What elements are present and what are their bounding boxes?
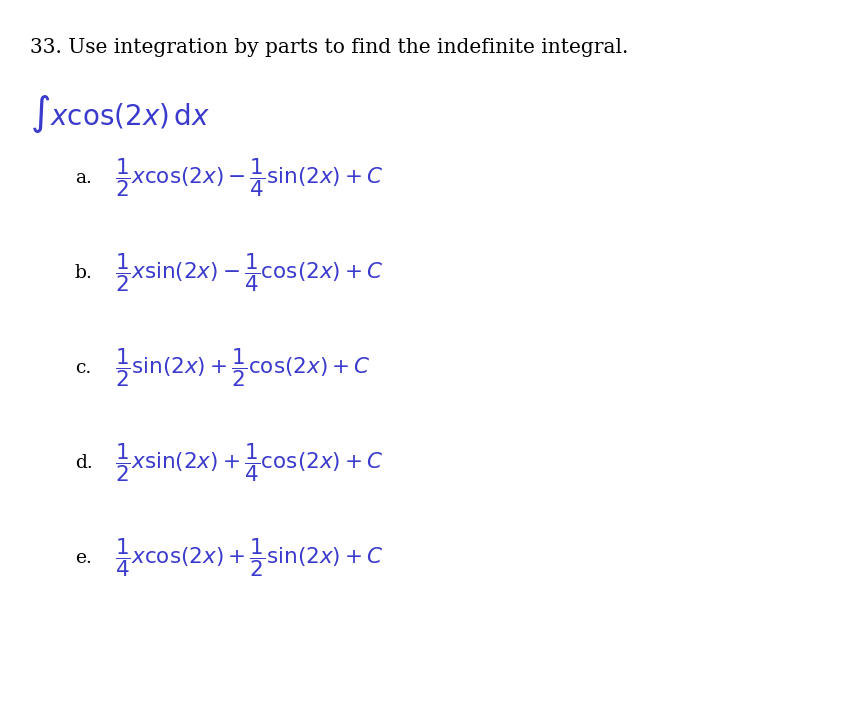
Text: $\dfrac{1}{2}x\sin(2x)+\dfrac{1}{4}\cos(2x)+C$: $\dfrac{1}{2}x\sin(2x)+\dfrac{1}{4}\cos(… [115,442,383,484]
Text: $\dfrac{1}{2}x\cos(2x)-\dfrac{1}{4}\sin(2x)+C$: $\dfrac{1}{2}x\cos(2x)-\dfrac{1}{4}\sin(… [115,156,383,200]
Text: b.: b. [75,264,93,282]
Text: a.: a. [75,169,92,187]
Text: d.: d. [75,454,93,472]
Text: $\int x\cos(2x)\,{\rm d}x$: $\int x\cos(2x)\,{\rm d}x$ [30,93,210,135]
Text: $\dfrac{1}{4}x\cos(2x)+\dfrac{1}{2}\sin(2x)+C$: $\dfrac{1}{4}x\cos(2x)+\dfrac{1}{2}\sin(… [115,537,383,579]
Text: $\dfrac{1}{2}\sin(2x)+\dfrac{1}{2}\cos(2x)+C$: $\dfrac{1}{2}\sin(2x)+\dfrac{1}{2}\cos(2… [115,347,371,389]
Text: e.: e. [75,549,92,567]
Text: $\dfrac{1}{2}x\sin(2x)-\dfrac{1}{4}\cos(2x)+C$: $\dfrac{1}{2}x\sin(2x)-\dfrac{1}{4}\cos(… [115,251,383,295]
Text: c.: c. [75,359,91,377]
Text: 33. Use integration by parts to find the indefinite integral.: 33. Use integration by parts to find the… [30,38,628,57]
